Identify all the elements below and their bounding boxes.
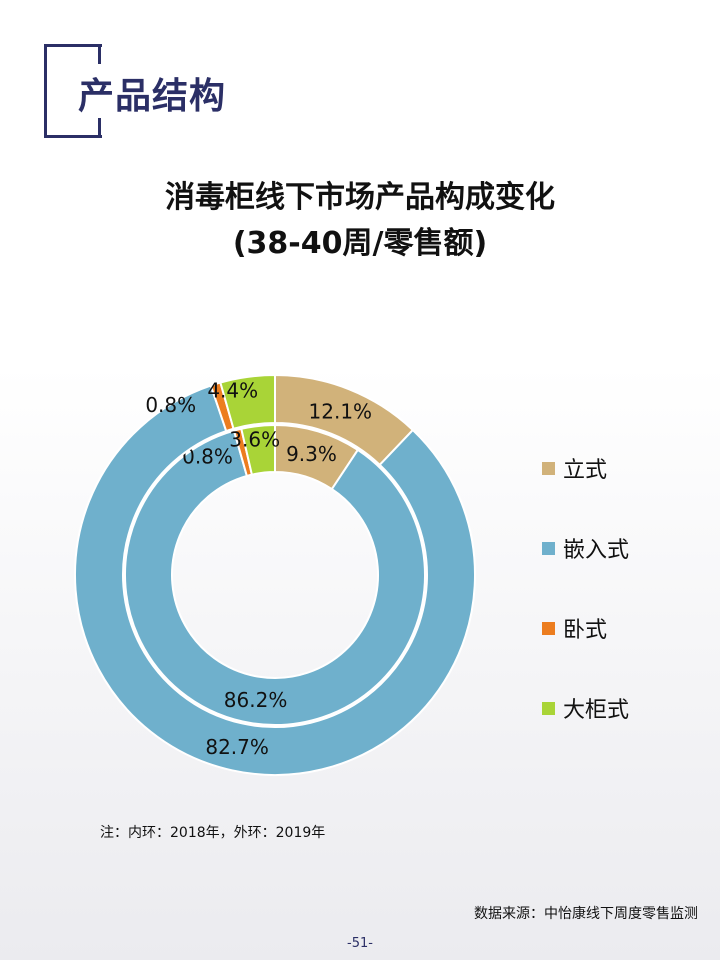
outer-slice-3 (219, 373, 276, 431)
legend-item: 大柜式 (542, 692, 629, 724)
data-source: 数据来源：中怡康线下周度零售监测 (474, 906, 698, 922)
chart-title: 消毒柜线下市场产品构成变化 (165, 180, 555, 215)
legend-item: 嵌入式 (542, 532, 629, 564)
title-bracket (44, 44, 102, 138)
inner-label-0: 9.3% (286, 442, 337, 466)
ring-note: 注：内环：2018年，外环：2019年 (100, 825, 326, 841)
outer-label-2: 0.8% (145, 393, 196, 417)
inner-slice-1 (124, 429, 426, 726)
page-number: -51- (347, 936, 373, 951)
legend-item: 卧式 (542, 612, 607, 644)
inner-label-3: 3.6% (229, 427, 280, 451)
outer-label-1: 82.7% (205, 735, 269, 759)
inner-label-1: 86.2% (224, 688, 288, 712)
legend-item: 立式 (542, 452, 607, 484)
legend-swatch (542, 541, 555, 555)
outer-label-3: 4.4% (207, 379, 258, 403)
bracket-tail-top (98, 44, 101, 64)
bracket-tail-bottom (98, 118, 101, 138)
inner-slice-3 (240, 423, 276, 476)
legend-swatch (542, 461, 555, 475)
chart-subtitle: (38-40周/零售额) (232, 226, 488, 261)
legend-swatch (542, 621, 555, 635)
outer-slice-1 (74, 384, 476, 776)
legend-label: 卧式 (563, 618, 608, 643)
legend-label: 大柜式 (563, 698, 630, 723)
outer-label-0: 12.1% (309, 400, 373, 424)
legend-swatch (542, 701, 555, 715)
legend-label: 立式 (563, 458, 608, 483)
legend-label: 嵌入式 (563, 538, 630, 563)
section-title: 产品结构 (78, 76, 227, 117)
